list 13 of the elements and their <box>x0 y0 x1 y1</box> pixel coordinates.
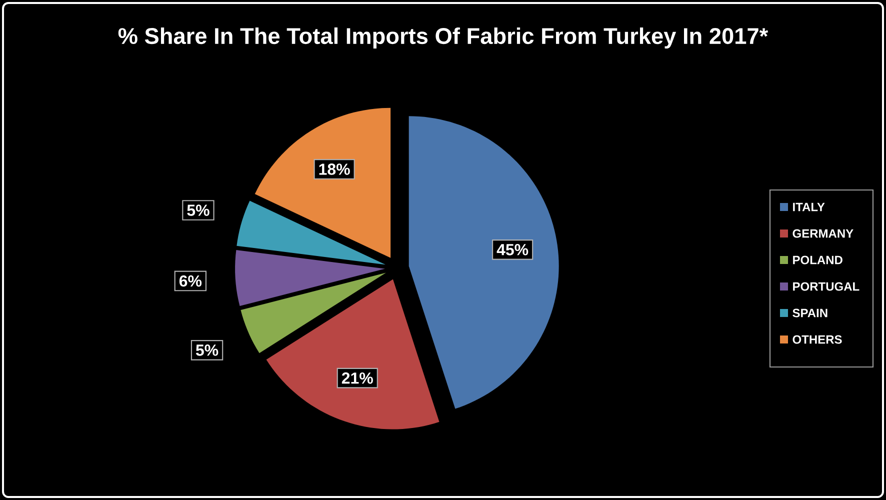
data-label: 18% <box>319 164 350 175</box>
legend-label: OTHERS <box>792 335 842 344</box>
legend-label: GERMANY <box>792 229 854 238</box>
legend-label: ITALY <box>793 202 825 212</box>
chart-title: % Share In The Total Imports Of Fabric From Turkey In 2017* <box>118 27 768 49</box>
data-label: 5% <box>196 344 218 356</box>
data-label: 5% <box>187 204 210 216</box>
data-label: 6% <box>179 275 202 287</box>
data-label: 45% <box>496 244 528 256</box>
legend-label: SPAIN <box>792 308 828 318</box>
legend-label: POLAND <box>793 256 842 264</box>
data-label: 21% <box>342 372 373 384</box>
legend-label: PORTUGAL <box>793 282 860 291</box>
